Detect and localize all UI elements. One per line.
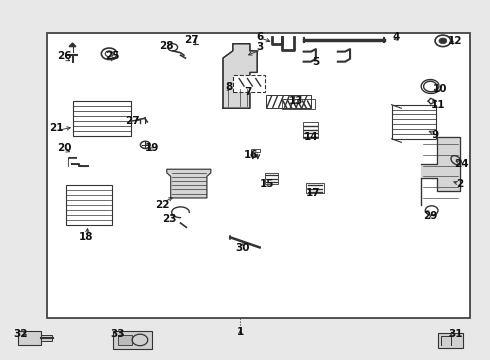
Bar (47, 33, 470, 318)
Polygon shape (167, 169, 211, 198)
Text: 16: 16 (244, 150, 259, 160)
Polygon shape (223, 44, 257, 108)
Bar (233, 75, 265, 92)
Text: 23: 23 (162, 215, 176, 224)
Bar (66, 185, 112, 225)
Text: 33: 33 (111, 329, 125, 339)
Bar (18, 331, 41, 345)
Bar (439, 333, 463, 348)
Text: 8: 8 (226, 82, 233, 92)
Text: 31: 31 (448, 329, 463, 339)
Text: 29: 29 (423, 211, 438, 221)
Bar (251, 149, 260, 152)
Text: 10: 10 (433, 84, 448, 94)
Text: 24: 24 (454, 159, 468, 169)
Text: 2: 2 (456, 179, 464, 189)
Bar (41, 335, 52, 341)
Bar (282, 99, 315, 109)
Bar (118, 335, 132, 345)
Circle shape (439, 38, 447, 44)
Polygon shape (421, 137, 460, 205)
Text: 25: 25 (105, 51, 120, 61)
Polygon shape (69, 43, 76, 46)
Text: 9: 9 (432, 130, 439, 140)
Text: 7: 7 (244, 87, 251, 97)
Text: 32: 32 (13, 329, 27, 339)
Text: 19: 19 (145, 143, 159, 153)
Text: 18: 18 (79, 232, 94, 242)
Text: 13: 13 (289, 96, 303, 106)
Text: 30: 30 (235, 243, 250, 253)
Text: 14: 14 (304, 132, 318, 142)
Text: 20: 20 (57, 143, 72, 153)
Text: 28: 28 (160, 41, 174, 50)
Text: 17: 17 (306, 188, 321, 198)
Bar (306, 183, 324, 193)
Text: 5: 5 (312, 57, 319, 67)
Bar (392, 105, 436, 139)
Text: 3: 3 (256, 42, 263, 52)
Bar (113, 330, 152, 349)
Bar (265, 173, 278, 184)
Text: 6: 6 (256, 32, 263, 41)
Text: 4: 4 (393, 32, 400, 41)
Text: 12: 12 (448, 36, 463, 46)
Bar (73, 102, 131, 135)
Text: 26: 26 (57, 51, 72, 61)
Bar (303, 122, 318, 138)
Text: 1: 1 (237, 327, 244, 337)
Bar (266, 95, 311, 108)
Text: 27: 27 (125, 116, 140, 126)
Text: 22: 22 (155, 200, 169, 210)
Text: 11: 11 (431, 100, 445, 110)
Text: 15: 15 (260, 179, 274, 189)
Text: 27: 27 (184, 35, 198, 45)
Text: 21: 21 (49, 123, 63, 133)
